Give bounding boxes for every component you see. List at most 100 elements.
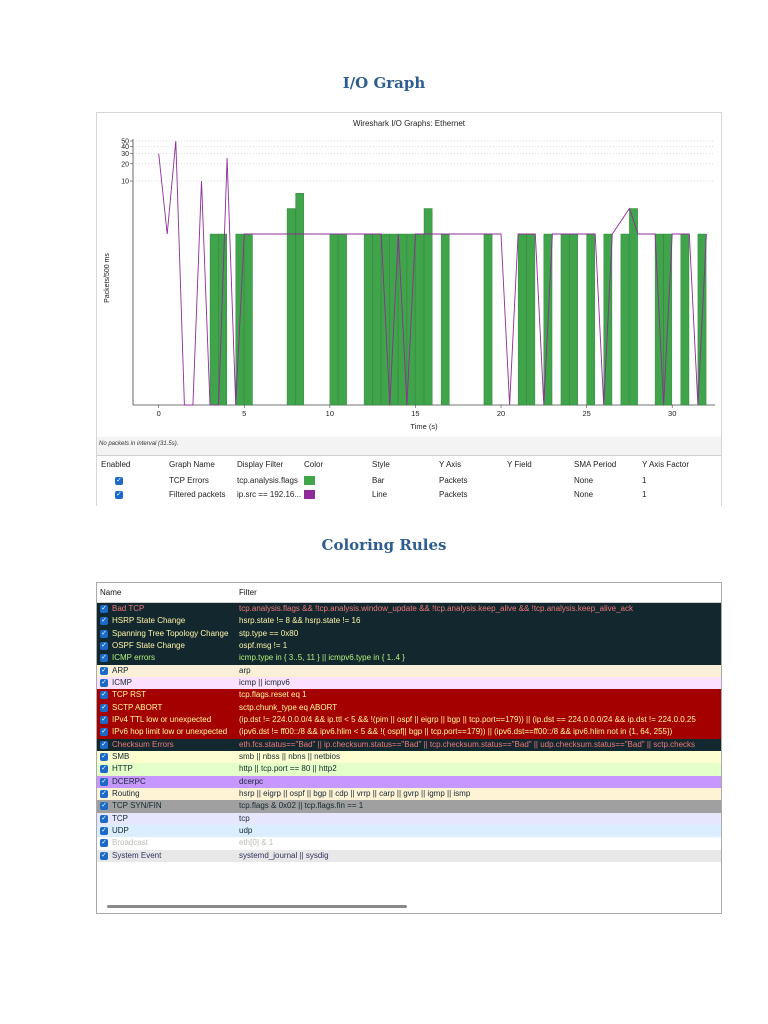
bar [244, 233, 253, 406]
y-axis-factor: 1 [642, 490, 647, 499]
rule-filter: http || tcp.port == 80 || http2 [239, 764, 337, 774]
rule-row[interactable]: ✓ System Event systemd_journal || sysdig [97, 849, 721, 862]
rule-name: IPv6 hop limit low or unexpected [112, 727, 228, 737]
bar [526, 233, 536, 406]
rule-name: SCTP ABORT [112, 702, 163, 712]
rule-name: TCP SYN/FIN [112, 801, 162, 811]
rule-enabled-checkbox[interactable]: ✓ [100, 654, 108, 663]
rule-row[interactable]: ✓ Spanning Tree Topology Change stp.type =… [97, 627, 721, 640]
enabled-checkbox[interactable]: ✓ [115, 491, 123, 499]
rule-enabled-checkbox[interactable]: ✓ [100, 641, 108, 650]
graph-row-tcp-errors[interactable]: ✓ TCP Errors tcp.analysis.flags Bar Pack… [97, 475, 721, 488]
rule-enabled-checkbox[interactable]: ✓ [100, 752, 108, 761]
bar [629, 208, 638, 406]
rule-enabled-checkbox[interactable]: ✓ [100, 605, 108, 613]
rule-name: HTTP [112, 764, 133, 774]
sma-period: None [574, 490, 594, 499]
rule-enabled-checkbox[interactable]: ✓ [100, 789, 108, 798]
rule-enabled-checkbox[interactable]: ✓ [100, 617, 108, 626]
display-filter: ip.src == 192.16... [237, 490, 302, 499]
rule-row[interactable]: ✓ TCP tcp [97, 812, 721, 825]
rule-enabled-checkbox[interactable]: ✓ [100, 740, 108, 749]
rule-enabled-checkbox[interactable]: ✓ [100, 666, 108, 675]
rule-enabled-checkbox[interactable]: ✓ [100, 691, 108, 700]
bar [680, 233, 690, 406]
rule-name: ICMP [112, 677, 132, 687]
rule-enabled-checkbox[interactable]: ✓ [100, 678, 108, 687]
rule-enabled-checkbox[interactable]: ✓ [100, 851, 108, 860]
bar [286, 208, 296, 406]
rule-row[interactable]: ✓ ARP arp [97, 664, 721, 677]
color-swatch[interactable] [304, 490, 315, 499]
rule-row[interactable]: ✓ Routing hsrp || eigrp || ospf || bgp || … [97, 787, 721, 801]
rule-row[interactable]: ✓ SCTP ABORT sctp.chunk_type eq ABORT [97, 701, 721, 714]
col-enabled: Enabled [101, 460, 131, 469]
rule-row[interactable]: ✓ DCERPC dcerpc [97, 775, 721, 788]
x-axis-label: Time (s) [410, 422, 438, 431]
rule-enabled-checkbox[interactable]: ✓ [100, 765, 108, 774]
rule-enabled-checkbox[interactable]: ✓ [100, 839, 108, 848]
rule-row[interactable]: ✓ UDP udp [97, 824, 721, 838]
rule-filter: (ip.dst != 224.0.0.0/4 && ip.ttl < 5 && … [239, 714, 696, 724]
bar [218, 233, 228, 406]
rule-name: Checksum Errors [112, 739, 174, 749]
bar [209, 233, 219, 406]
x-tick-label: 10 [326, 409, 334, 418]
rule-name: OSPF State Change [112, 640, 185, 650]
chart-title: Wireshark I/O Graphs: Ethernet [353, 119, 466, 128]
rule-row[interactable]: ✓ IPv6 hop limit low or unexpected (ipv6.d… [97, 726, 721, 739]
rule-row[interactable]: ✓ OSPF State Change ospf.msg != 1 [97, 639, 721, 653]
rule-name: ARP [112, 665, 129, 675]
col-sma-period: SMA Period [574, 460, 617, 469]
status-message: No packets in interval (31.5s). [99, 441, 179, 447]
rule-enabled-checkbox[interactable]: ✓ [100, 814, 108, 823]
rule-row[interactable]: ✓ ICMP errors icmp.type in { 3..5, 11 } ||… [97, 652, 721, 665]
rule-enabled-checkbox[interactable]: ✓ [100, 826, 108, 835]
rule-name: TCP [112, 813, 128, 823]
bar [415, 233, 424, 406]
rule-row[interactable]: ✓ HSRP State Change hsrp.state != 8 && hsr… [97, 615, 721, 628]
rule-row[interactable]: ✓ ICMP icmp || icmpv6 [97, 676, 721, 690]
col-filter[interactable]: Filter [239, 588, 257, 597]
rule-enabled-checkbox[interactable]: ✓ [100, 802, 108, 811]
rule-row[interactable]: ✓ Checksum Errors eth.fcs.status=="Bad" ||… [97, 738, 721, 751]
col-y-axis-factor: Y Axis Factor [642, 460, 689, 469]
bar [586, 233, 596, 406]
rule-name: SMB [112, 751, 130, 761]
rule-enabled-checkbox[interactable]: ✓ [100, 728, 108, 737]
style: Bar [372, 476, 385, 485]
y-tick-label: 30 [121, 151, 129, 158]
rule-filter: dcerpc [239, 776, 264, 786]
col-name[interactable]: Name [100, 588, 122, 597]
rule-row[interactable]: ✓ HTTP http || tcp.port == 80 || http2 [97, 763, 721, 776]
rule-row[interactable]: ✓ TCP SYN/FIN tcp.flags & 0x02 || tcp.flag… [97, 800, 721, 813]
rule-name: Spanning Tree Topology Change [112, 628, 229, 638]
rule-row[interactable]: ✓ IPv4 TTL low or unexpected (ip.dst != 22… [97, 713, 721, 727]
rule-filter: systemd_journal || sysdig [239, 850, 329, 860]
rule-enabled-checkbox[interactable]: ✓ [100, 777, 108, 786]
rule-filter: eth.fcs.status=="Bad" || ip.checksum.sta… [239, 739, 696, 749]
x-tick-label: 30 [668, 409, 676, 418]
rule-row[interactable]: ✓ SMB smb || nbss || nbns || netbios [97, 750, 721, 764]
bar [329, 233, 339, 406]
rule-row[interactable]: ✓ Broadcast eth[0] & 1 [97, 837, 721, 850]
x-tick-label: 0 [157, 409, 161, 418]
rule-name: Bad TCP [112, 604, 145, 613]
bar [560, 233, 570, 406]
enabled-checkbox[interactable]: ✓ [115, 477, 123, 485]
rule-enabled-checkbox[interactable]: ✓ [100, 703, 108, 712]
rule-enabled-checkbox[interactable]: ✓ [100, 629, 108, 638]
rule-filter: udp [239, 825, 253, 835]
rule-row[interactable]: ✓ Bad TCP tcp.analysis.flags && !tcp.analy… [97, 603, 721, 616]
bar [517, 233, 527, 406]
rule-filter: icmp.type in { 3..5, 11 } || icmpv6.type… [239, 653, 405, 663]
bar [363, 233, 373, 406]
x-tick-label: 5 [242, 409, 246, 418]
horizontal-scrollbar[interactable] [107, 905, 407, 908]
rule-row[interactable]: ✓ TCP RST tcp.flags.reset eq 1 [97, 689, 721, 702]
bar [338, 233, 347, 406]
color-swatch[interactable] [304, 476, 315, 485]
rule-filter: tcp.flags.reset eq 1 [239, 690, 307, 700]
rule-enabled-checkbox[interactable]: ✓ [100, 715, 108, 724]
graph-row-filtered-packets[interactable]: ✓ Filtered packets ip.src == 192.16... L… [97, 489, 721, 502]
